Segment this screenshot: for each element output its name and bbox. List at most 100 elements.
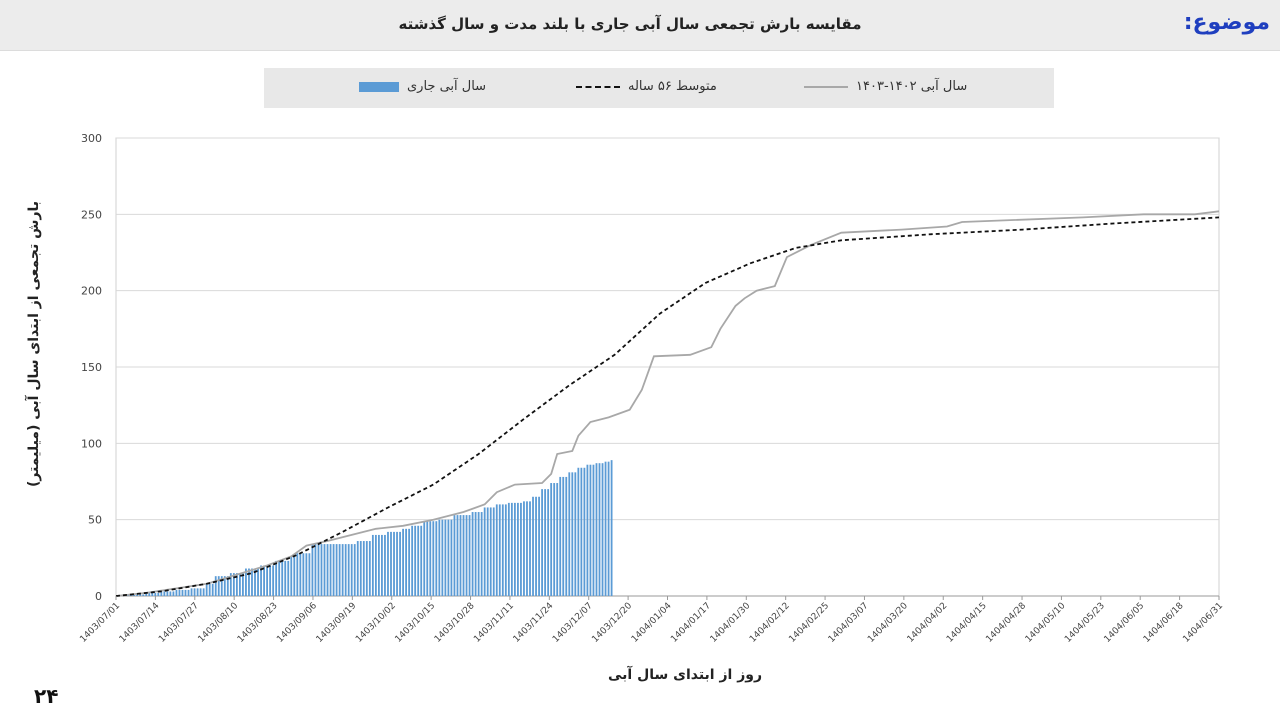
current-year-bar [583,467,586,596]
y-tick-label: 250 [81,208,102,221]
current-year-bar [390,531,392,596]
current-year-bar [381,534,383,596]
x-tick-label: 1403/08/10 [197,601,241,645]
current-year-bar [435,521,438,596]
current-year-bar [296,553,299,596]
current-year-bar [208,583,211,596]
current-year-bar [362,541,365,596]
current-year-bar [160,591,163,596]
current-year-bar [610,460,613,596]
current-year-bar [486,507,489,596]
current-year-bar [266,565,269,596]
x-tick-label: 1403/12/20 [590,601,634,645]
current-year-bar [510,502,513,596]
current-year-bar [378,534,380,596]
legend-item-long-term-average: متوسط ۵۶ ساله [576,79,717,94]
current-year-bar [423,521,426,596]
current-year-bar [169,591,172,596]
current-year-bar [232,573,235,596]
current-year-bar [181,589,184,596]
current-year-bar [450,519,453,596]
current-year-bar [257,568,259,596]
current-year-bar [193,588,196,596]
current-year-bar [320,544,323,596]
current-year-bar [220,576,223,596]
current-year-bar [544,489,547,596]
current-year-bar [574,472,577,596]
current-year-bar [568,472,571,596]
current-year-bar [453,515,456,596]
series-lines [115,210,1220,597]
current-year-bar [408,528,411,596]
current-year-bar [526,501,528,596]
topic-label: موضوع: [1183,10,1270,35]
current-year-bar [178,589,181,596]
y-axis-title: بارش تجمعی از ابتدای سال آبی (میلیمتر) [26,200,42,488]
x-tick-label: 1403/12/07 [551,601,595,645]
current-year-bar [535,496,537,596]
current-year-bar [217,576,220,596]
x-tick-label: 1404/05/23 [1063,601,1107,645]
current-year-bar [302,553,305,596]
legend-item-current-year: سال آبی جاری [359,79,486,94]
current-year-bar [299,553,302,596]
current-year-bar [547,489,550,596]
x-tick-label: 1404/01/04 [630,601,674,645]
current-year-bar [447,519,450,596]
current-year-bar [251,568,253,596]
x-axis-title: روز از ابتدای سال آبی [607,667,763,683]
legend-swatch-bar [359,81,399,92]
current-year-bar [235,573,238,596]
x-tick-label: 1404/03/20 [866,601,910,645]
x-tick-label: 1403/11/11 [472,601,516,645]
current-year-bar [365,541,368,596]
current-year-bar [513,502,516,596]
current-year-bar [592,464,595,596]
x-tick-label: 1404/01/17 [669,601,713,645]
current-year-bar [483,507,486,596]
current-year-bar [538,496,540,596]
x-tick-label: 1404/06/31 [1181,601,1225,645]
current-year-bar [396,531,398,596]
current-year-bar [589,464,592,596]
current-year-bar [260,565,262,596]
current-year-bar [399,531,401,596]
x-tick-label: 1403/07/14 [118,601,162,645]
current-year-bar [214,576,217,596]
current-year-bar [205,583,208,596]
current-year-bar [604,461,607,596]
x-tick-label: 1403/07/01 [78,601,122,645]
current-year-bar [474,512,477,596]
x-tick-label: 1403/11/24 [512,601,556,645]
current-year-bar [517,502,519,596]
current-year-bar [275,560,278,596]
current-year-bar [368,541,371,596]
current-year-bar [139,594,142,596]
current-year-bar [344,544,347,596]
current-year-bar [441,519,444,596]
current-year-bar [347,544,350,596]
current-year-bar [429,521,432,596]
current-year-bar [393,531,395,596]
current-year-bar [507,502,510,596]
current-year-bar [163,591,166,596]
current-year-bar [350,544,353,596]
current-year-bar [489,507,492,596]
current-year-bar [308,553,311,596]
current-year-bar [145,592,148,596]
x-tick-label: 1404/02/25 [787,601,831,645]
current-year-bar [242,573,244,596]
current-year-bar [341,544,344,596]
current-year-bar [353,544,356,596]
x-tick-label: 1403/09/06 [275,601,319,645]
current-year-bar [263,565,265,596]
current-year-bar [359,541,362,596]
y-tick-label: 100 [81,437,102,450]
current-year-bar [607,461,610,596]
current-year-bar [323,544,326,596]
x-tick-label: 1403/08/23 [236,601,280,645]
legend-swatch-solid-line [804,85,848,88]
current-year-bar [338,544,341,596]
current-year-bar [248,568,250,596]
current-year-bar [462,515,465,596]
